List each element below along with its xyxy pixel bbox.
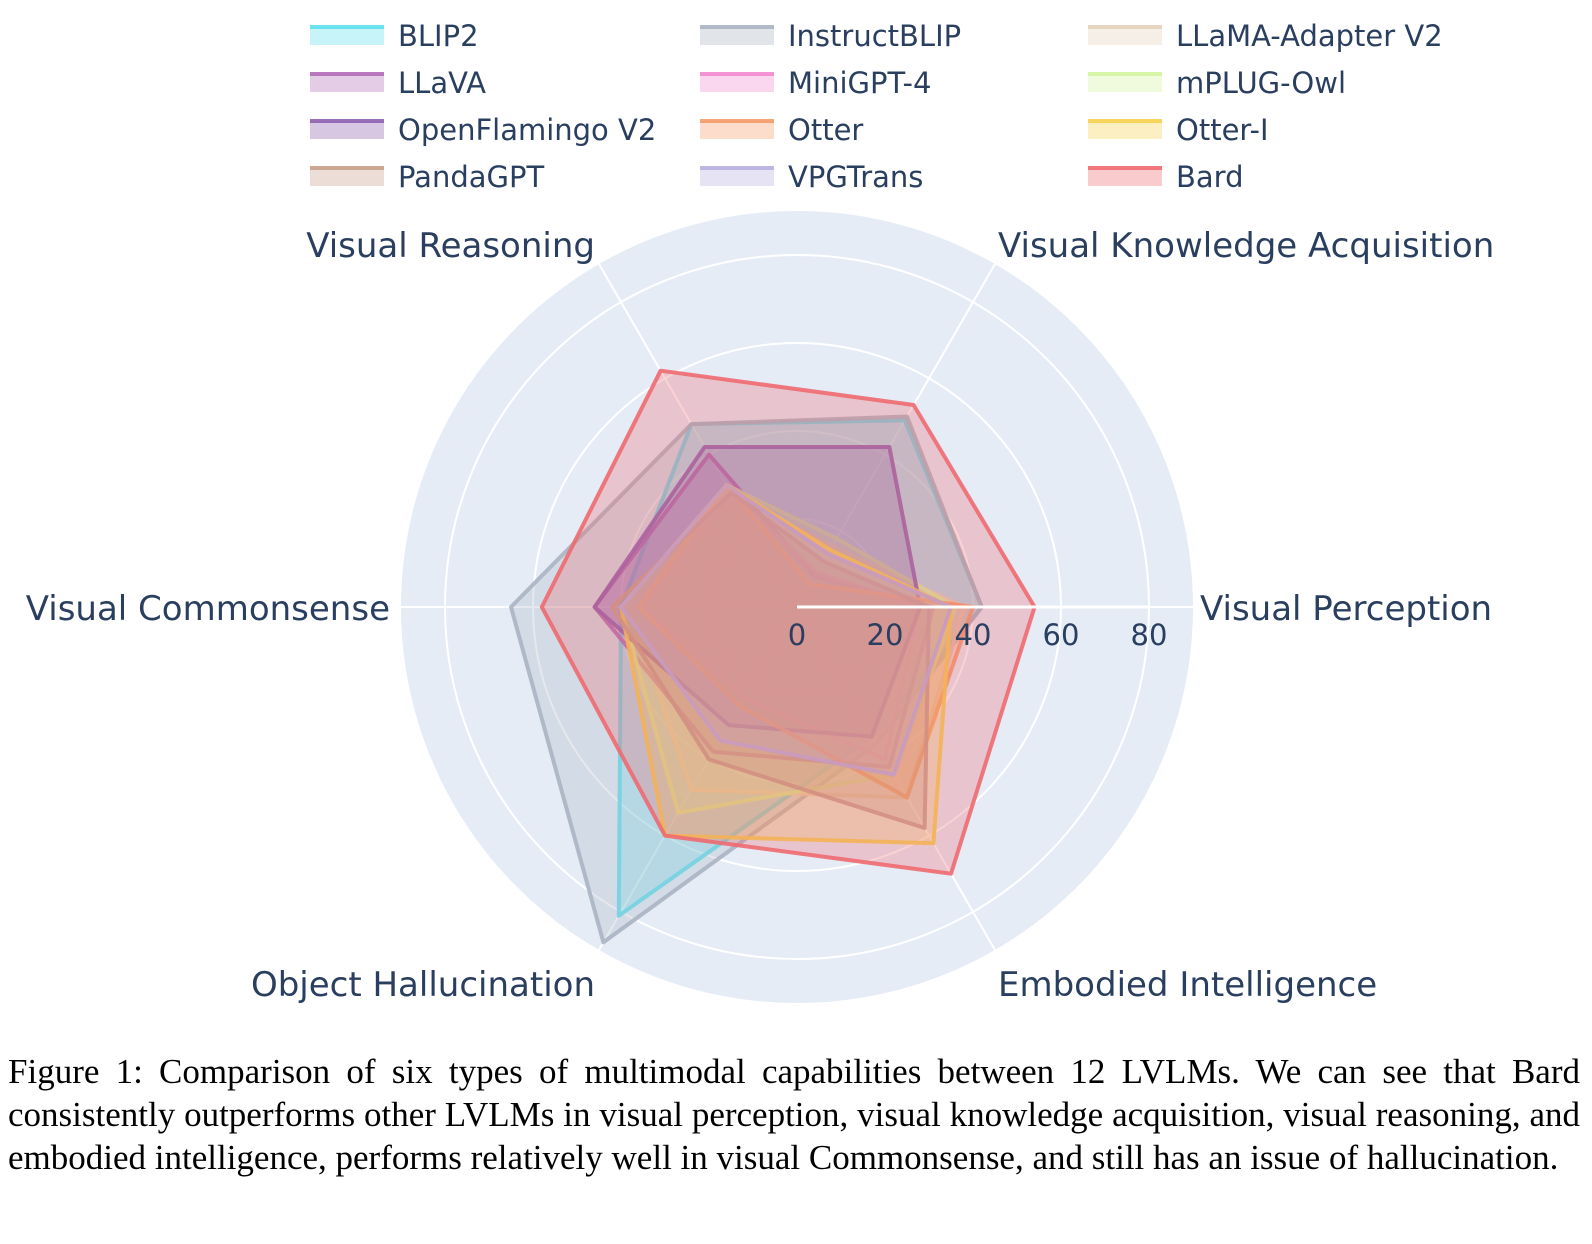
legend-item[interactable]: VPGTrans (700, 160, 923, 194)
series-layer (509, 368, 1037, 945)
radial-tick-label: 20 (867, 618, 904, 652)
legend-swatch (310, 168, 384, 186)
legend: BLIP2 InstructBLIP LLaMA-Adapter V2 LLaVA Mi… (310, 19, 1443, 194)
radial-axis: 0 20 40 60 80 (788, 605, 1168, 652)
legend-swatch (700, 121, 774, 139)
legend-swatch (700, 168, 774, 186)
legend-label: OpenFlamingo V2 (398, 113, 656, 147)
legend-swatch (310, 74, 384, 92)
legend-item[interactable]: LLaVA (310, 66, 486, 100)
legend-label: InstructBLIP (788, 19, 961, 53)
grid-spoke (598, 606, 798, 951)
axis-label-visual-commonsense: Visual Commonsense (26, 589, 390, 629)
legend-swatch (1088, 74, 1162, 92)
radial-tick-label: 40 (955, 618, 992, 652)
legend-item[interactable]: Bard (1088, 160, 1244, 194)
legend-item[interactable]: mPLUG-Owl (1088, 66, 1346, 100)
legend-swatch (310, 27, 384, 45)
grid-spoke (796, 606, 996, 951)
radial-tick-label: 60 (1043, 618, 1080, 652)
axis-label-visual-knowledge-acquisition: Visual Knowledge Acquisition (998, 226, 1494, 266)
legend-swatch (700, 74, 774, 92)
legend-item[interactable]: LLaMA-Adapter V2 (1088, 19, 1443, 53)
legend-label: mPLUG-Owl (1176, 66, 1346, 100)
legend-label: VPGTrans (788, 160, 923, 194)
grid-spoke (598, 263, 798, 608)
legend-swatch (1088, 121, 1162, 139)
legend-swatch (1088, 27, 1162, 45)
legend-label: Bard (1176, 160, 1244, 194)
legend-item[interactable]: MiniGPT-4 (700, 66, 931, 100)
radial-tick-label: 80 (1131, 618, 1168, 652)
series-openflamingo-v2 (592, 445, 923, 739)
legend-label: BLIP2 (398, 19, 479, 53)
legend-item[interactable]: Otter (700, 113, 863, 147)
axis-label-visual-reasoning: Visual Reasoning (306, 226, 595, 266)
axis-label-object-hallucination: Object Hallucination (251, 965, 595, 1005)
series-vpgtrans (619, 483, 953, 777)
angular-axis-labels: Visual Perception Visual Knowledge Acquis… (26, 226, 1495, 1005)
series-minigpt-4 (641, 490, 923, 762)
legend-item[interactable]: PandaGPT (310, 160, 544, 194)
axis-label-embodied-intelligence: Embodied Intelligence (998, 965, 1377, 1005)
legend-item[interactable]: Otter-I (1088, 113, 1269, 147)
legend-swatch (700, 27, 774, 45)
legend-label: MiniGPT-4 (788, 66, 931, 100)
legend-label: Otter (788, 113, 863, 147)
legend-item[interactable]: InstructBLIP (700, 19, 961, 53)
legend-label: LLaVA (398, 66, 486, 100)
series-instructblip (509, 414, 984, 945)
figure-caption: Figure 1: Comparison of six types of mul… (8, 1052, 1580, 1177)
legend-label: Otter-I (1176, 113, 1269, 147)
axis-label-visual-perception: Visual Perception (1200, 589, 1492, 629)
series-pandagpt (610, 490, 931, 830)
radar-chart: BLIP2 InstructBLIP LLaMA-Adapter V2 LLaVA Mi… (26, 19, 1495, 1005)
legend-label: LLaMA-Adapter V2 (1176, 19, 1443, 53)
legend-label: PandaGPT (398, 160, 544, 194)
legend-item[interactable]: OpenFlamingo V2 (310, 113, 656, 147)
legend-item[interactable]: BLIP2 (310, 19, 479, 53)
legend-swatch (1088, 168, 1162, 186)
series-otter (636, 483, 975, 800)
radial-tick-label: 0 (788, 618, 806, 652)
legend-swatch (310, 121, 384, 139)
series-bard (539, 368, 1037, 876)
